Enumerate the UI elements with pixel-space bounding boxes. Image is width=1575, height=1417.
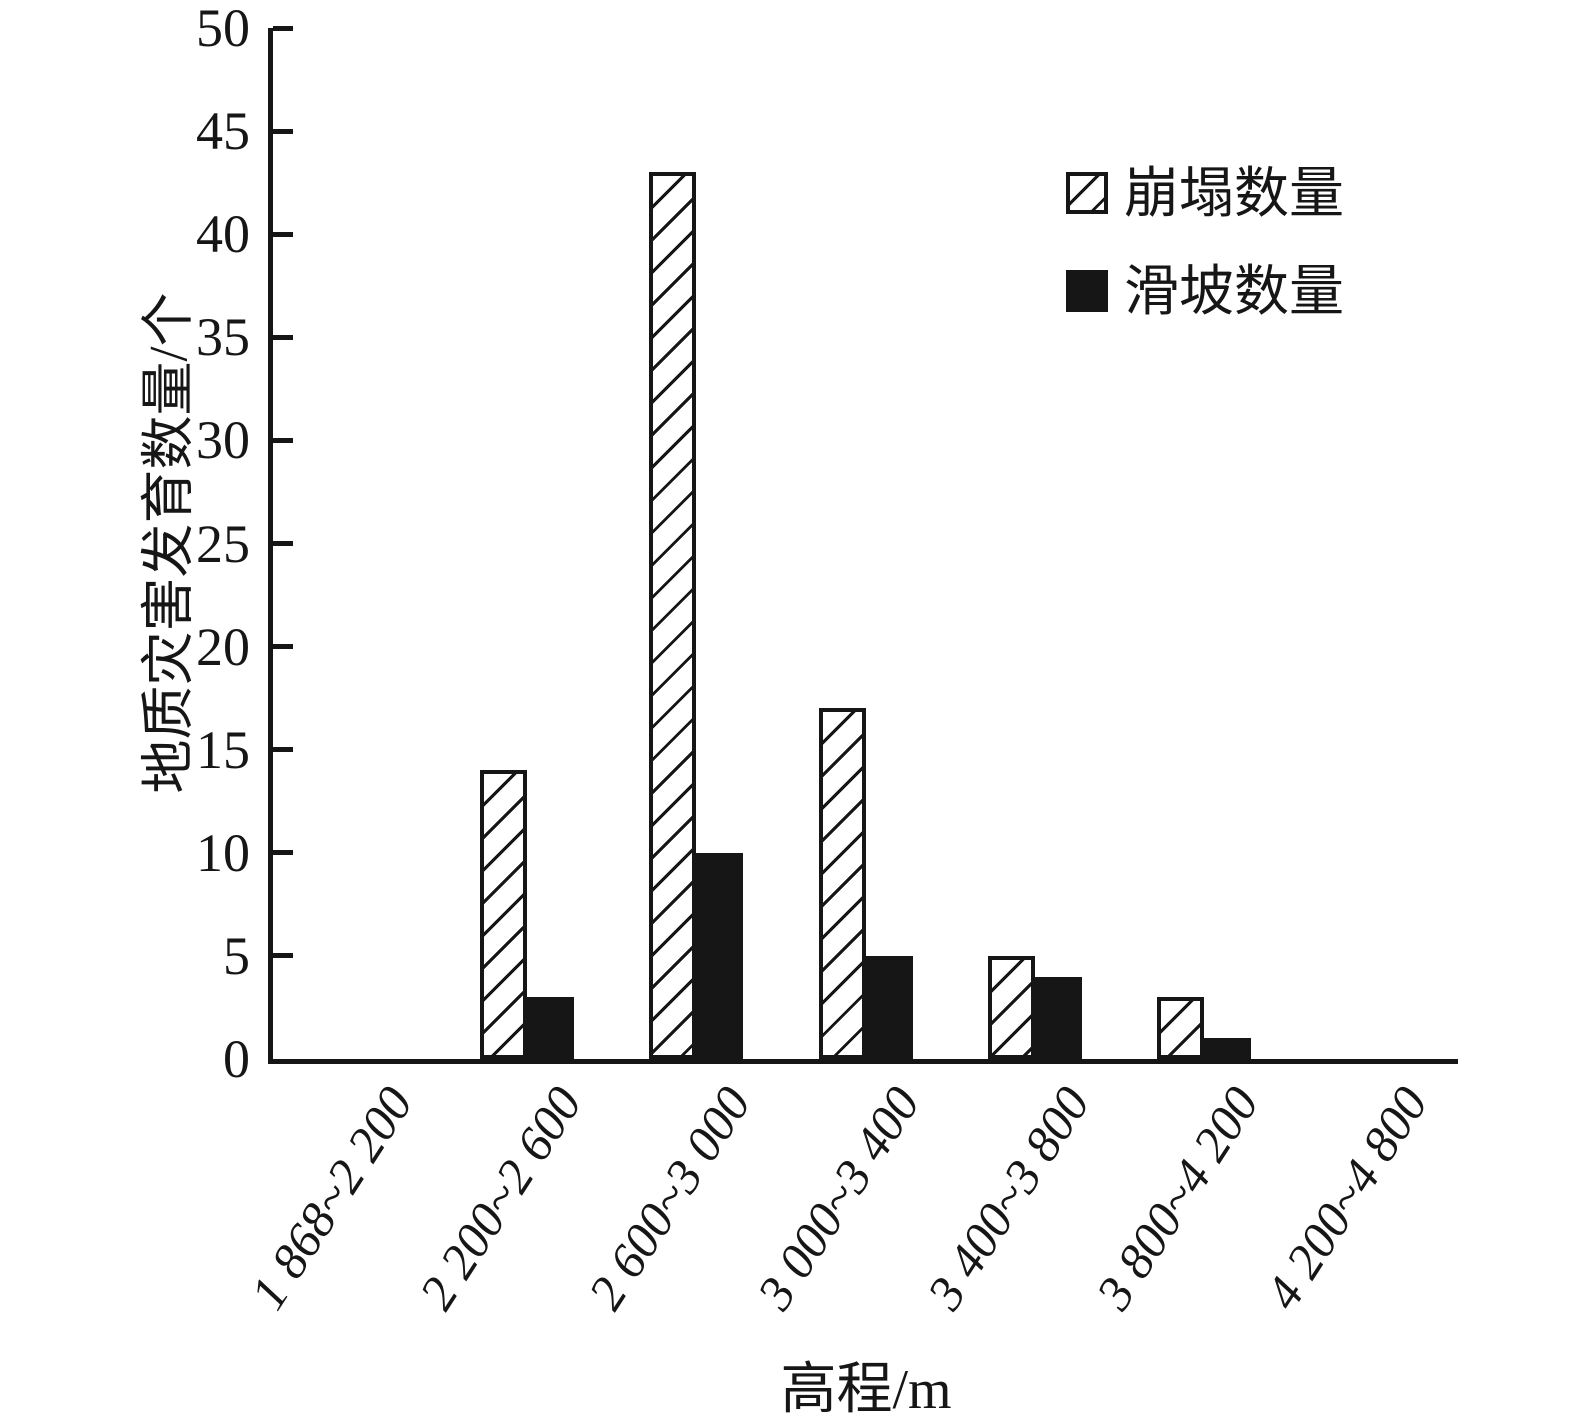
y-tick-label: 10 (196, 822, 250, 883)
y-tick (273, 850, 293, 856)
bar-landslide-3 (865, 955, 913, 1059)
bar-landslide-4 (1034, 976, 1082, 1059)
bar-collapse-5 (1157, 997, 1205, 1059)
y-tick (273, 231, 293, 237)
x-axis-title: 高程/m (780, 1359, 952, 1417)
y-tick-label: 35 (196, 307, 250, 368)
bar-collapse-4 (987, 955, 1035, 1059)
y-tick-label: 15 (196, 719, 250, 780)
y-tick-label: 45 (196, 101, 250, 162)
legend-item-collapse: 崩塌数量 (1066, 166, 1344, 221)
x-tick-label: 2 200~2 600 (407, 1076, 593, 1319)
legend-item-landslide: 滑坡数量 (1066, 264, 1344, 319)
legend-label-collapse: 崩塌数量 (1124, 162, 1345, 224)
y-tick-label: 25 (196, 513, 250, 574)
y-tick (273, 128, 293, 134)
y-tick (273, 953, 293, 959)
y-tick (273, 25, 293, 31)
y-tick-label: 20 (196, 616, 250, 677)
bar-collapse-1 (479, 770, 527, 1059)
y-tick-label: 30 (196, 410, 250, 471)
legend-label-landslide: 滑坡数量 (1124, 260, 1345, 322)
x-tick-label: 1 868~2 200 (238, 1076, 423, 1319)
plot-area (268, 25, 1458, 1064)
x-tick-label: 3 000~3 400 (746, 1076, 931, 1319)
bar-collapse-3 (818, 708, 866, 1059)
y-tick-label: 5 (223, 925, 250, 986)
y-tick (273, 541, 293, 546)
bar-landslide-1 (526, 997, 574, 1059)
bar-landslide-2 (696, 852, 744, 1059)
y-tick (273, 747, 293, 753)
x-tick-label: 2 600~3 000 (577, 1076, 762, 1319)
x-tick-label: 3 400~3 800 (915, 1076, 1101, 1319)
legend: 崩塌数量 滑坡数量 (1066, 166, 1344, 366)
solid-swatch-icon (1066, 270, 1108, 312)
y-tick (273, 644, 293, 650)
bar-landslide-5 (1204, 1038, 1252, 1059)
y-tick (273, 334, 293, 340)
x-tick-label: 3 800~4 200 (1085, 1076, 1270, 1319)
hatched-swatch-icon (1066, 172, 1108, 214)
y-tick-label: 50 (196, 0, 250, 58)
y-tick-label: 0 (223, 1029, 250, 1089)
y-tick-label: 40 (196, 204, 250, 265)
y-tick (273, 437, 293, 443)
x-tick-label: 4 200~4 800 (1254, 1076, 1439, 1319)
bar-collapse-2 (649, 172, 697, 1059)
